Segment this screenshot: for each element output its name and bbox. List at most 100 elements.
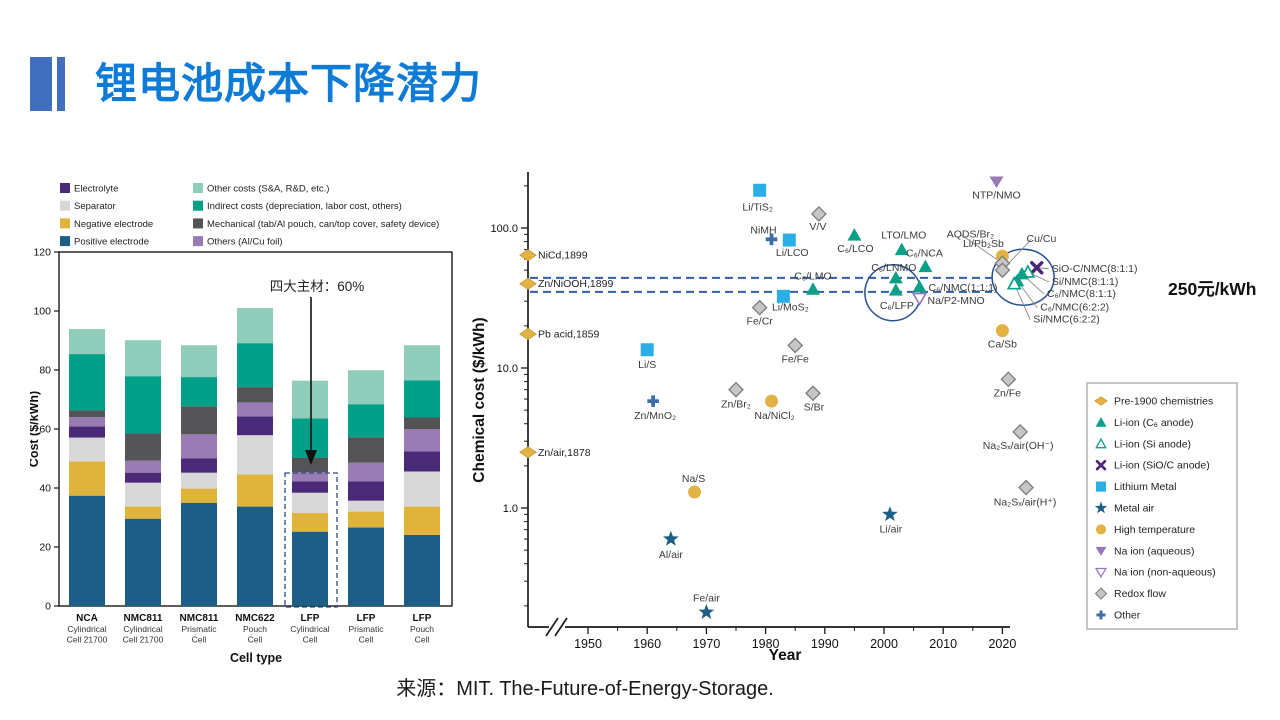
bar-segment	[292, 492, 328, 513]
scatter-point-label: Zn/MnO₂	[634, 410, 676, 422]
bar-segment	[125, 460, 161, 473]
legend-marker-liion_c6	[1095, 416, 1107, 427]
bar-segment	[292, 457, 328, 473]
legend-label: Negative electrode	[74, 219, 153, 230]
scatter-legend-label: Other	[1114, 610, 1141, 622]
highlight-dashed-box	[284, 472, 338, 608]
y-tick-label: 100.0	[490, 223, 518, 235]
x-category-sublabel: Cell 21700	[123, 635, 164, 645]
x-category-sublabel: Cell	[303, 635, 318, 645]
title-accent-bar-wide	[30, 57, 52, 111]
label-leader-line	[1013, 283, 1031, 320]
x-tick-label: 2020	[988, 637, 1016, 651]
bar-segment	[181, 434, 217, 459]
axis-break-slash	[554, 617, 568, 637]
scatter-point-C₆/LNMO	[888, 270, 903, 284]
bar-segment	[69, 461, 105, 496]
x-category-label: LFP	[301, 613, 320, 624]
highlight-ellipse	[991, 248, 1055, 306]
scatter-point-label: Li/air	[880, 523, 903, 535]
y-tick-label: 20	[39, 542, 51, 554]
legend-label: Others (Al/Cu foil)	[207, 237, 283, 248]
x-axis-title: Year	[769, 647, 802, 664]
x-tick-label: 2010	[929, 637, 957, 651]
scatter-point-LTO/LMO	[894, 242, 909, 256]
bar-segment	[237, 474, 273, 507]
scatter-point-label: C₆/LFP	[880, 300, 914, 312]
scatter-legend-label: Pre-1900 chemistries	[1114, 396, 1213, 408]
bar-segment	[404, 471, 440, 507]
y-tick-label: 80	[39, 365, 51, 377]
scatter-point-label: Ca/Sb	[988, 339, 1017, 351]
legend-marker-liion_sioc	[1095, 459, 1107, 471]
x-category-sublabel: Cell	[248, 635, 263, 645]
scatter-point-label: LTO/LMO	[881, 230, 926, 242]
pre1900-point-label: Zn/air,1878	[538, 447, 591, 459]
bar-segment	[125, 376, 161, 434]
bar-segment	[69, 437, 105, 462]
scatter-point-label: C₆/LMO	[794, 270, 832, 282]
scatter-point-Li/air	[882, 506, 898, 522]
bar-segment	[181, 345, 217, 378]
x-category-sublabel: Pouch	[243, 624, 267, 634]
marker-pre1900	[519, 446, 537, 459]
bar-segment	[69, 495, 105, 606]
legend-marker-lithium_metal	[1095, 481, 1107, 492]
bar-segment	[125, 506, 161, 519]
bar-segment	[292, 481, 328, 493]
scatter-point-label: Fe/Fe	[781, 353, 809, 365]
scatter-point-label: Zn/Br₂	[721, 399, 751, 411]
scatter-legend-label: Na ion (non-aqueous)	[1114, 567, 1216, 579]
bar-segment	[237, 343, 273, 388]
legend-marker-redox	[1094, 587, 1108, 600]
x-category-label: LFP	[357, 613, 376, 624]
bar-segment	[237, 402, 273, 417]
legend-label: Mechanical (tab/Al pouch, can/top cover,…	[207, 219, 439, 230]
page-title: 锂电池成本下降潜力	[95, 60, 483, 107]
bar-segment	[404, 506, 440, 535]
y-tick-label: 10.0	[497, 363, 518, 375]
scatter-point-Zn/Fe	[1000, 371, 1017, 388]
scatter-point-Li/LCO	[782, 233, 796, 247]
scatter-point-C₆/LFP	[888, 283, 903, 296]
scatter-point-label: Na₂Sₓ/air(H⁺)	[994, 497, 1057, 509]
scatter-point-label: C₆/LNMO	[871, 262, 916, 274]
legend-swatch	[193, 200, 203, 211]
legend-marker-liion_si	[1095, 437, 1107, 449]
scatter-point-label: Na/NiCl₂	[754, 410, 794, 422]
bar-segment	[69, 328, 105, 355]
legend-swatch	[60, 236, 70, 247]
label-leader-line	[960, 233, 1003, 264]
x-category-sublabel: Pouch	[410, 624, 434, 634]
x-tick-label: 1960	[633, 637, 661, 651]
bar-segment	[237, 308, 273, 344]
scatter-point-S/Br	[805, 385, 821, 402]
legend-marker-high_temp	[1095, 524, 1107, 535]
bar-segment	[292, 380, 328, 419]
x-axis-title: Cell type	[230, 651, 282, 665]
x-tick-label: 1990	[811, 637, 839, 651]
pre1900-point-label: Zn/NiOOH,1899	[538, 278, 613, 290]
bar-segment	[125, 433, 161, 461]
bar-segment	[348, 404, 384, 438]
scatter-point-label: Fe/air	[693, 592, 720, 604]
marker-pre1900	[519, 277, 537, 290]
bar-segment	[404, 417, 440, 430]
x-tick-label: 2000	[870, 637, 898, 651]
scatter-point-Na/S	[688, 485, 702, 499]
bar-segment	[125, 472, 161, 483]
bar-segment	[348, 370, 384, 405]
bar-segment	[404, 429, 440, 452]
legend-label: Indirect costs (depreciation, labor cost…	[207, 201, 402, 212]
scatter-point-label: Li/TiS₂	[742, 201, 773, 213]
scatter-point-SiO-C/NMC(8:1:1)	[1030, 261, 1044, 275]
scatter-point-Fe/air	[698, 603, 715, 619]
bar-segment	[292, 472, 328, 482]
annotation-arrow-head	[305, 450, 317, 465]
scatter-legend-label: Lithium Metal	[1114, 481, 1176, 493]
scatter-point-Fe/Fe	[787, 337, 804, 354]
scatter-point-label: Si/NMC(6:2:2)	[1033, 314, 1100, 326]
scatter-point-label: NTP/NMO	[972, 189, 1020, 201]
x-category-label: LFP	[413, 613, 432, 624]
legend-marker-pre1900	[1094, 396, 1108, 406]
